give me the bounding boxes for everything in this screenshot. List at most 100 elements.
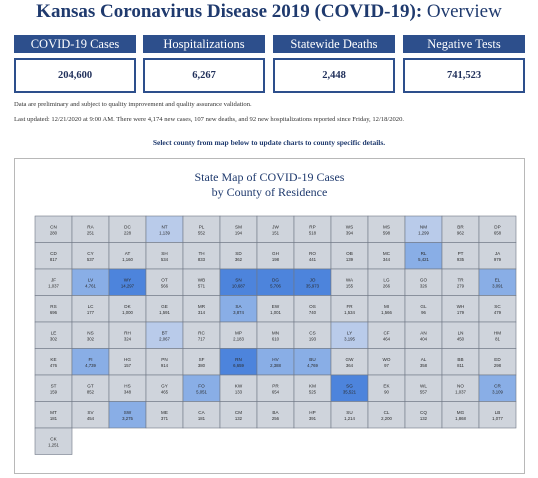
county-nt[interactable] [145, 215, 184, 243]
county-rn[interactable] [219, 348, 258, 376]
county-mn[interactable] [256, 321, 295, 349]
county-fo[interactable] [182, 374, 221, 402]
county-hm[interactable] [478, 321, 517, 349]
county-gl[interactable] [404, 295, 443, 323]
county-ja[interactable] [478, 242, 517, 270]
county-kw[interactable] [219, 374, 258, 402]
county-bt[interactable] [145, 321, 184, 349]
county-ns[interactable] [71, 321, 110, 349]
county-ck[interactable] [34, 427, 73, 455]
county-ed[interactable] [478, 348, 517, 376]
county-an[interactable] [404, 321, 443, 349]
county-sn[interactable] [219, 268, 258, 296]
county-ot[interactable] [145, 268, 184, 296]
county-fr[interactable] [330, 295, 369, 323]
county-hv[interactable] [256, 348, 295, 376]
county-bu[interactable] [293, 348, 332, 376]
county-cy[interactable] [71, 242, 110, 270]
county-dp[interactable] [478, 215, 517, 243]
county-ms[interactable] [367, 215, 406, 243]
county-mc[interactable] [367, 242, 406, 270]
county-wy[interactable] [108, 268, 147, 296]
county-dc[interactable] [108, 215, 147, 243]
county-me[interactable] [145, 401, 184, 429]
county-cm[interactable] [219, 401, 258, 429]
county-jw[interactable] [256, 215, 295, 243]
county-os[interactable] [293, 295, 332, 323]
county-ek[interactable] [367, 374, 406, 402]
county-lb[interactable] [478, 401, 517, 429]
county-ra[interactable] [71, 215, 110, 243]
county-sw[interactable] [108, 401, 147, 429]
county-jo[interactable] [293, 268, 332, 296]
county-sh[interactable] [145, 242, 184, 270]
county-sf[interactable] [182, 348, 221, 376]
county-br[interactable] [441, 215, 480, 243]
county-lv[interactable] [71, 268, 110, 296]
county-ob[interactable] [330, 242, 369, 270]
county-sc[interactable] [478, 295, 517, 323]
county-ws[interactable] [330, 215, 369, 243]
county-pl[interactable] [182, 215, 221, 243]
county-sm[interactable] [219, 215, 258, 243]
county-rc[interactable] [182, 321, 221, 349]
county-ge[interactable] [145, 295, 184, 323]
county-el[interactable] [478, 268, 517, 296]
county-mi[interactable] [367, 295, 406, 323]
county-fi[interactable] [71, 348, 110, 376]
county-cd[interactable] [34, 242, 73, 270]
county-le[interactable] [34, 321, 73, 349]
county-ln[interactable] [441, 321, 480, 349]
county-pn[interactable] [145, 348, 184, 376]
county-ew[interactable] [256, 295, 295, 323]
county-wa[interactable] [330, 268, 369, 296]
county-su[interactable] [330, 401, 369, 429]
county-sg[interactable] [330, 374, 369, 402]
county-jf[interactable] [34, 268, 73, 296]
county-cf[interactable] [367, 321, 406, 349]
county-cr[interactable] [478, 374, 517, 402]
county-km[interactable] [293, 374, 332, 402]
county-dg[interactable] [256, 268, 295, 296]
county-hp[interactable] [293, 401, 332, 429]
county-tr[interactable] [441, 268, 480, 296]
county-gt[interactable] [71, 374, 110, 402]
county-wh[interactable] [441, 295, 480, 323]
county-wo[interactable] [367, 348, 406, 376]
county-rs[interactable] [34, 295, 73, 323]
kansas-county-map[interactable]: CN280RA251DC228NT1,139PL552SM194JW151RP5… [15, 159, 526, 475]
county-ca[interactable] [182, 401, 221, 429]
county-pt[interactable] [441, 242, 480, 270]
county-th[interactable] [182, 242, 221, 270]
county-no[interactable] [441, 374, 480, 402]
county-wl[interactable] [404, 374, 443, 402]
county-wb[interactable] [182, 268, 221, 296]
county-rl[interactable] [404, 242, 443, 270]
county-ba[interactable] [256, 401, 295, 429]
county-ke[interactable] [34, 348, 73, 376]
county-mr[interactable] [182, 295, 221, 323]
county-gy[interactable] [145, 374, 184, 402]
county-al[interactable] [404, 348, 443, 376]
county-rp[interactable] [293, 215, 332, 243]
county-cs[interactable] [293, 321, 332, 349]
county-lg[interactable] [367, 268, 406, 296]
county-bb[interactable] [441, 348, 480, 376]
county-gh[interactable] [256, 242, 295, 270]
county-rh[interactable] [108, 321, 147, 349]
county-pr[interactable] [256, 374, 295, 402]
county-hg[interactable] [108, 348, 147, 376]
county-gw[interactable] [330, 348, 369, 376]
county-go[interactable] [404, 268, 443, 296]
county-cl[interactable] [367, 401, 406, 429]
county-sv[interactable] [71, 401, 110, 429]
county-cq[interactable] [404, 401, 443, 429]
county-ro[interactable] [293, 242, 332, 270]
county-mg[interactable] [441, 401, 480, 429]
county-lc[interactable] [71, 295, 110, 323]
county-mt[interactable] [34, 401, 73, 429]
county-cn[interactable] [34, 215, 73, 243]
county-hs[interactable] [108, 374, 147, 402]
county-sd[interactable] [219, 242, 258, 270]
county-at[interactable] [108, 242, 147, 270]
